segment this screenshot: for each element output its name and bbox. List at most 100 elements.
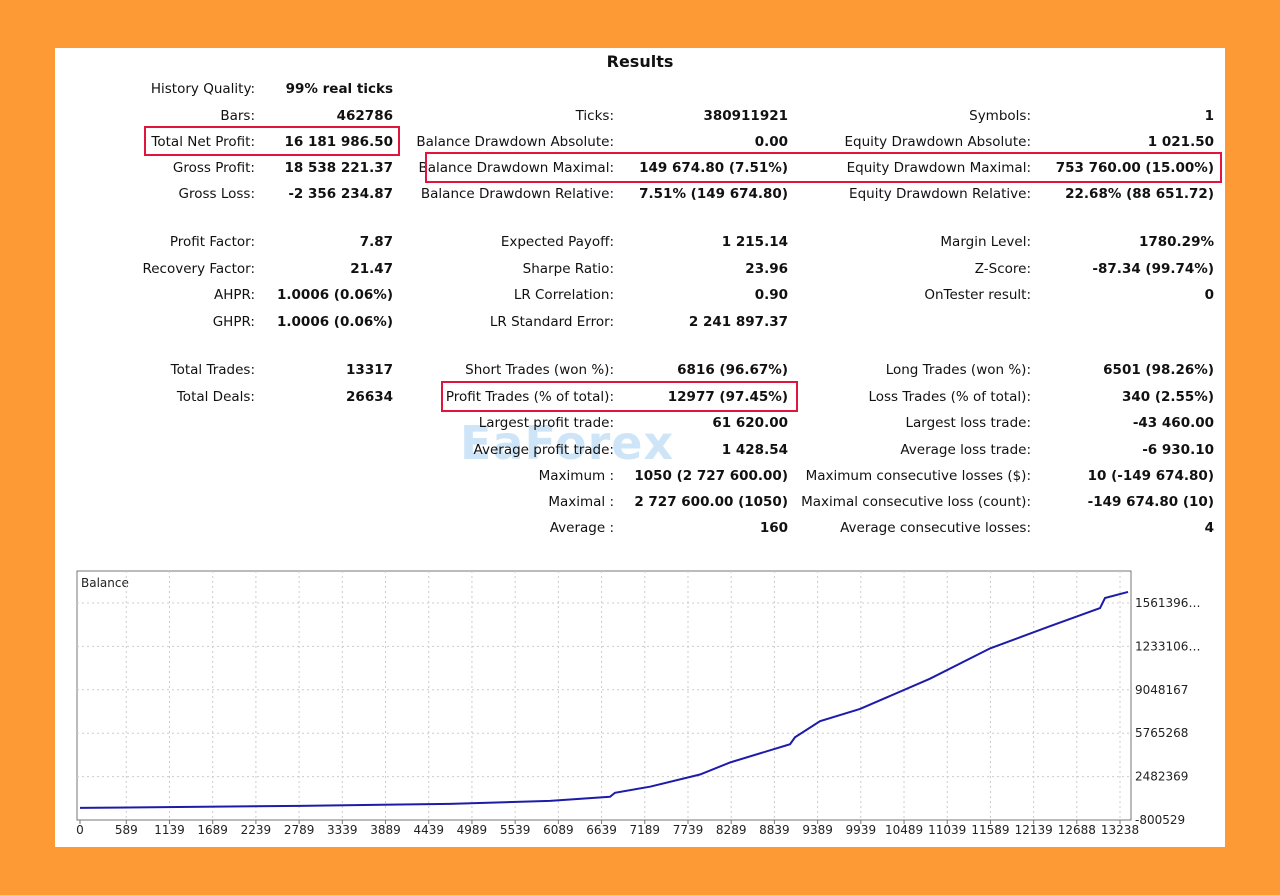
stat-value: 23.96: [745, 261, 788, 277]
stat-label: Largest profit trade:: [478, 415, 614, 431]
x-tick-label: 7739: [673, 823, 704, 837]
y-tick-label: -800529: [1135, 813, 1185, 827]
balance-line: [79, 590, 1129, 809]
stat-value: 1.0006 (0.06%): [277, 287, 393, 303]
stat-label: Symbols:: [969, 108, 1031, 124]
stat-label: Profit Trades (% of total):: [445, 389, 614, 405]
watermark-logo: EaForex: [460, 416, 675, 470]
x-tick-label: 1689: [197, 823, 228, 837]
stat-value: 462786: [336, 108, 393, 124]
stat-value: 21.47: [350, 261, 393, 277]
x-tick-label: 4989: [457, 823, 488, 837]
stat-label: OnTester result:: [924, 287, 1031, 303]
stat-value: 26634: [346, 389, 393, 405]
stat-value: 7.51% (149 674.80): [639, 186, 788, 202]
stat-value: 2 241 897.37: [688, 314, 788, 330]
x-tick-label: 12139: [1015, 823, 1053, 837]
y-tick-label: 9048167: [1135, 683, 1188, 697]
stat-label: Average profit trade:: [473, 442, 614, 458]
stat-label: Balance Drawdown Absolute:: [416, 134, 614, 150]
stat-value: 10 (-149 674.80): [1087, 468, 1214, 484]
stat-value: -2 356 234.87: [288, 186, 393, 202]
stat-value: 7.87: [359, 234, 393, 250]
x-tick-label: 7189: [630, 823, 661, 837]
stat-value: 1780.29%: [1138, 234, 1214, 250]
stat-value: 1: [1204, 108, 1214, 124]
stat-value: -6 930.10: [1142, 442, 1214, 458]
stat-value: 4: [1204, 520, 1214, 536]
x-tick-label: 0: [76, 823, 84, 837]
highlight-drawdown-maximal: [425, 152, 1222, 183]
stat-value: -87.34 (99.74%): [1092, 261, 1214, 277]
stat-value: 753 760.00 (15.00%): [1055, 160, 1214, 176]
stat-label: Recovery Factor:: [142, 261, 255, 277]
stat-value: 1 215.14: [721, 234, 788, 250]
stat-value: 13317: [346, 362, 393, 378]
stat-label: Balance Drawdown Relative:: [420, 186, 614, 202]
stat-label: Sharpe Ratio:: [522, 261, 614, 277]
stat-value: 18 538 221.37: [284, 160, 393, 176]
stat-label: Largest loss trade:: [905, 415, 1031, 431]
stat-value: 22.68% (88 651.72): [1065, 186, 1214, 202]
x-tick-label: 1139: [154, 823, 185, 837]
y-tick-label: 2482369: [1135, 770, 1188, 784]
stat-label: Margin Level:: [940, 234, 1031, 250]
x-tick-label: 3889: [370, 823, 401, 837]
stat-label: Maximum :: [538, 468, 614, 484]
x-tick-label: 2789: [284, 823, 315, 837]
stat-label: Maximal :: [548, 494, 614, 510]
results-title: Results: [606, 52, 674, 71]
stat-value: 0.90: [754, 287, 788, 303]
stat-label: AHPR:: [213, 287, 255, 303]
stat-value: 12977 (97.45%): [667, 389, 788, 405]
stat-label: Average loss trade:: [900, 442, 1031, 458]
y-tick-label: 1561396…: [1135, 596, 1200, 610]
x-tick-label: 589: [115, 823, 138, 837]
x-tick-label: 9389: [802, 823, 833, 837]
x-tick-label: 11589: [971, 823, 1009, 837]
stat-label: Total Trades:: [170, 362, 255, 378]
stat-label: Long Trades (won %):: [885, 362, 1031, 378]
stat-value: 160: [759, 520, 788, 536]
stat-value: 6816 (96.67%): [677, 362, 788, 378]
stat-value: 16 181 986.50: [284, 134, 393, 150]
stat-label: History Quality:: [150, 81, 255, 97]
stat-label: Maximum consecutive losses ($):: [805, 468, 1031, 484]
stat-label: Average consecutive losses:: [840, 520, 1031, 536]
x-tick-label: 2239: [241, 823, 272, 837]
stat-label: Gross Profit:: [172, 160, 255, 176]
stat-label: Bars:: [220, 108, 255, 124]
stat-label: Balance Drawdown Maximal:: [418, 160, 615, 176]
x-tick-label: 9939: [846, 823, 877, 837]
chart-frame: [76, 570, 1132, 821]
stat-label: Equity Drawdown Absolute:: [844, 134, 1031, 150]
stat-label: Equity Drawdown Relative:: [849, 186, 1031, 202]
stat-label: Profit Factor:: [169, 234, 255, 250]
highlight-profit-trades: [441, 381, 798, 412]
stat-label: Short Trades (won %):: [465, 362, 614, 378]
x-tick-label: 6089: [543, 823, 574, 837]
x-tick-label: 8839: [759, 823, 790, 837]
x-tick-label: 5539: [500, 823, 531, 837]
stat-value: -149 674.80 (10): [1087, 494, 1214, 510]
stat-label: Equity Drawdown Maximal:: [846, 160, 1031, 176]
x-tick-label: 8289: [716, 823, 747, 837]
stat-label: Gross Loss:: [178, 186, 256, 202]
stat-value: 6501 (98.26%): [1103, 362, 1214, 378]
stat-label: GHPR:: [212, 314, 255, 330]
stat-value: 99% real ticks: [285, 81, 393, 97]
stat-value: 1.0006 (0.06%): [277, 314, 393, 330]
stat-label: Maximal consecutive loss (count):: [801, 494, 1031, 510]
stat-label: LR Correlation:: [513, 287, 614, 303]
x-tick-label: 4439: [413, 823, 444, 837]
y-tick-label: 5765268: [1135, 726, 1188, 740]
x-tick-label: 3339: [327, 823, 358, 837]
stat-value: 2 727 600.00 (1050): [634, 494, 788, 510]
stat-value: 1 428.54: [721, 442, 788, 458]
stat-value: 1 021.50: [1147, 134, 1214, 150]
stat-value: 0.00: [754, 134, 788, 150]
stat-value: 149 674.80 (7.51%): [639, 160, 788, 176]
stat-label: Ticks:: [575, 108, 614, 124]
chart-title: Balance: [81, 576, 129, 590]
